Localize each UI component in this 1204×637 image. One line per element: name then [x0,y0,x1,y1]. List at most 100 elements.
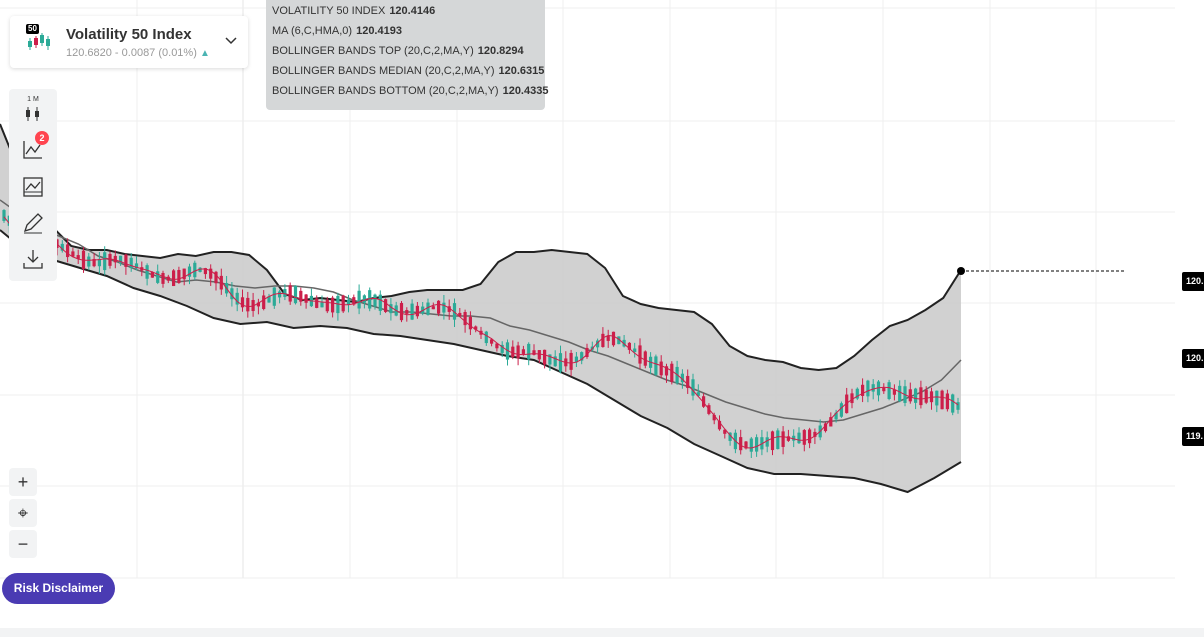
candle-body [283,289,287,297]
tooltip-row: BOLLINGER BANDS BOTTOM (20,C,2,MA,Y) 120.… [266,84,548,104]
candle-body [940,390,944,410]
tooltip-row: VOLATILITY 50 INDEX 120.4146 [266,4,545,24]
candle-body [855,388,859,399]
chevron-down-icon[interactable] [224,34,238,48]
symbol-badge: 50 [26,24,39,34]
candle-body [60,243,64,251]
candle-body [601,333,605,347]
zoom-in-button[interactable]: + [9,468,37,496]
candle-body [680,373,684,383]
ma-line [3,216,959,449]
candle-body [442,302,446,313]
price-change-text: 120.6820 - 0.0087 (0.01%) [66,47,197,59]
candle-body [744,441,748,449]
symbol-icon: 50 [24,24,58,58]
candle-body [92,258,96,267]
candle-body [66,244,70,258]
candlestick-chart-icon [26,107,39,121]
candle-body [458,312,462,317]
candle-body [887,382,891,399]
candle-body [596,340,600,348]
candle-body [219,275,223,290]
candle-body [622,339,626,347]
indicators-button[interactable]: 2 [21,131,49,161]
candle-body [103,252,107,271]
candle-body [643,351,647,366]
candle-body [113,255,117,263]
candle-body [447,306,451,312]
price-axis-label-current: 120. [1182,272,1204,291]
tooltip-value: 120.4146 [389,5,436,17]
candle-body [717,420,722,430]
candle-body [246,297,250,312]
candle-body [876,381,881,396]
candle-body [198,267,202,272]
indicators-icon [23,141,42,159]
bollinger-median-line [0,199,962,423]
candle-body [829,417,833,427]
candle-body [813,431,817,437]
candle-body [468,316,472,330]
candle-body [919,387,923,406]
candle-body [654,356,658,375]
candle-body [691,379,695,396]
candle-body [240,297,245,308]
timeframe-label: 1 M [27,96,39,103]
bottom-bar [0,628,1204,637]
candle-body [574,356,578,363]
candle-body [331,297,335,313]
indicator-count-badge: 2 [35,131,49,145]
candle-body [755,437,759,452]
candle-body [97,258,101,267]
candle-body [956,402,960,410]
candle-body [134,263,139,269]
candle-body [490,339,494,344]
risk-disclaimer-button[interactable]: Risk Disclaimer [2,573,115,604]
chart-type-button[interactable]: 1 M [21,96,45,123]
candle-body [892,389,896,395]
candle-body [664,366,669,376]
candle-body [214,271,218,284]
candle-body [177,269,181,283]
templates-button[interactable] [21,175,45,199]
candle-body [108,253,112,266]
candle-body [463,312,467,326]
candle-body [537,350,541,360]
candle-body [193,262,197,278]
candle-body [580,352,584,361]
candle-body [861,384,865,396]
candle-body [633,348,637,352]
candle-body [627,342,631,350]
candle-body [267,296,271,303]
tooltip-label: BOLLINGER BANDS TOP (20,C,2,MA,Y) [272,45,474,57]
candle-body [129,257,133,269]
symbol-price-change: 120.6820 - 0.0087 (0.01%) ▲ [66,47,210,59]
zoom-out-button[interactable]: − [9,530,37,558]
symbol-selector[interactable]: 50 Volatility 50 Index 120.6820 - 0.0087… [10,16,248,68]
candle-body [426,302,430,315]
crosshair-button[interactable]: ⌖ [9,499,37,527]
candle-body [617,336,621,345]
candle-body [914,388,918,403]
candle-body [230,288,234,300]
candle-body [262,295,266,309]
candle-body [808,429,812,444]
candle-body [749,438,753,452]
tooltip-row: BOLLINGER BANDS MEDIAN (20,C,2,MA,Y) 120.… [266,64,545,84]
candle-body [527,343,531,360]
candle-body [823,423,828,432]
candle-body [172,270,176,287]
drawing-tools-button[interactable] [21,211,45,235]
candle-body [352,297,356,305]
candle-body [161,272,165,284]
bollinger-band-area [0,124,961,492]
tooltip-value: 120.4335 [502,85,549,97]
candle-body [368,290,372,309]
tooltip-value: 120.6315 [498,65,545,77]
candle-body [2,210,6,221]
candle-body [203,268,207,275]
tooltip-value: 120.4193 [356,25,402,37]
candle-body [378,294,382,311]
download-button[interactable] [21,247,45,271]
